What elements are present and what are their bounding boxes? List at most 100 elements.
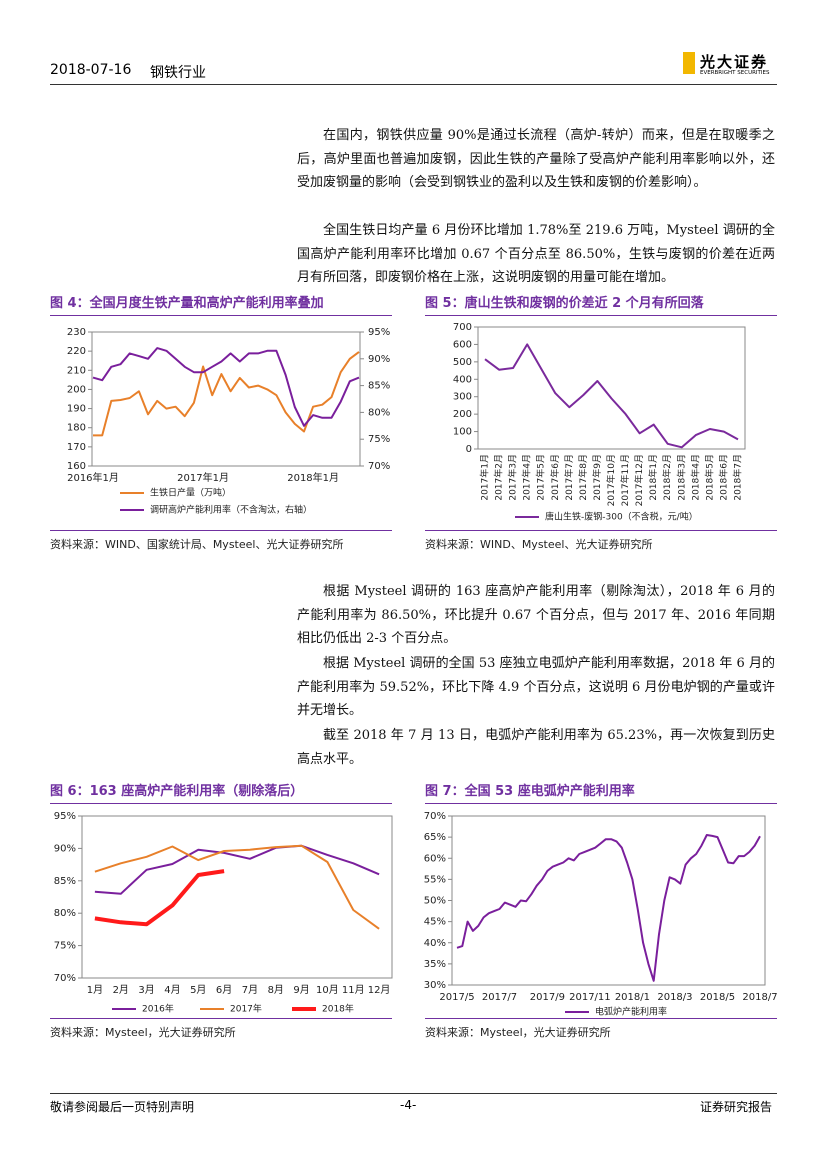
- y-tick-label: 85%: [54, 876, 76, 887]
- x-tick-label: 2018年4月: [689, 454, 701, 501]
- y2-tick-label: 90%: [368, 354, 390, 365]
- x-tick-label: 2018年3月: [675, 454, 687, 501]
- x-tick-label: 2017年4月: [521, 454, 533, 501]
- y-tick-label: 90%: [54, 843, 76, 854]
- x-tick-label: 9月: [293, 984, 309, 996]
- y2-tick-label: 70%: [368, 461, 390, 472]
- figure-title: 图 7：全国 53 座电弧炉产能利用率: [425, 780, 777, 804]
- x-tick-label: 2017年1月: [177, 471, 229, 484]
- x-tick-label: 12月: [368, 984, 391, 996]
- x-tick-label: 2017年10月: [605, 454, 617, 506]
- paragraph: 截至 2018 年 7 月 13 日，电弧炉产能利用率为 65.23%，再一次恢…: [297, 728, 775, 767]
- x-tick-label: 2017/9: [530, 992, 565, 1003]
- series-line: [456, 834, 761, 982]
- x-tick-label: 2017年12月: [633, 454, 645, 506]
- series-line: [92, 347, 360, 427]
- figure-source: 资料来源：WIND、国家统计局、Mysteel、光大证券研究所: [50, 530, 392, 552]
- y-tick-label: 200: [453, 409, 472, 420]
- paragraph: 根据 Mysteel 调研的 163 座高炉产能利用率（剔除淘汰），2018 年…: [297, 584, 775, 646]
- x-tick-label: 2017年2月: [493, 454, 505, 501]
- y-tick-label: 400: [453, 374, 472, 385]
- legend-label: 2018年: [322, 1003, 354, 1015]
- y-tick-label: 220: [67, 346, 86, 357]
- logo-mark: [683, 52, 695, 74]
- series-line: [94, 844, 380, 930]
- y-tick-label: 60%: [424, 853, 446, 864]
- x-tick-label: 2017年7月: [563, 454, 575, 501]
- x-tick-label: 2018/5: [700, 992, 735, 1003]
- logo-en: EVERBRIGHT SECURITIES: [700, 70, 770, 76]
- legend-label: 调研高炉产能利用率（不含淘汰，右轴）: [150, 504, 312, 516]
- y-tick-label: 70%: [424, 811, 446, 822]
- y-tick-label: 600: [453, 339, 472, 350]
- series-line: [94, 869, 225, 927]
- y-tick-label: 45%: [424, 917, 446, 928]
- x-tick-label: 2016年1月: [67, 471, 119, 484]
- paragraph: 全国生铁日均产量 6 月份环比增加 1.78%至 219.6 万吨，Mystee…: [297, 223, 775, 285]
- x-tick-label: 8月: [268, 984, 284, 996]
- x-tick-label: 2018年1月: [287, 471, 339, 484]
- legend-label: 2016年: [142, 1003, 174, 1015]
- legend-label: 唐山生铁-废钢-300（不含税，元/吨）: [545, 511, 698, 523]
- x-tick-label: 7月: [242, 984, 258, 996]
- x-tick-label: 2017年6月: [549, 454, 561, 501]
- y-tick-label: 50%: [424, 896, 446, 907]
- x-tick-label: 2018年2月: [661, 454, 673, 501]
- logo-text: 光大证券: [700, 53, 769, 71]
- y-tick-label: 100: [453, 427, 472, 438]
- figure-source: 资料来源：WIND、Mysteel、光大证券研究所: [425, 530, 777, 552]
- x-tick-label: 11月: [342, 984, 365, 996]
- paragraph: 根据 Mysteel 调研的全国 53 座独立电弧炉产能利用率数据，2018 年…: [297, 656, 775, 718]
- y-tick-label: 30%: [424, 980, 446, 991]
- y-tick-label: 500: [453, 357, 472, 368]
- figure-title: 图 4：全国月度生铁产量和高炉产能利用率叠加: [50, 292, 392, 316]
- x-tick-label: 2017年3月: [507, 454, 519, 501]
- y-tick-label: 75%: [54, 941, 76, 952]
- x-tick-label: 2018/3: [657, 992, 692, 1003]
- x-tick-label: 2月: [113, 984, 129, 996]
- x-tick-label: 1月: [87, 984, 103, 996]
- footer-right: 证券研究报告: [700, 1100, 773, 1114]
- x-tick-label: 2017年5月: [535, 454, 547, 501]
- plot-frame: [81, 815, 393, 979]
- y2-tick-label: 85%: [368, 381, 390, 392]
- y-tick-label: 160: [67, 461, 86, 472]
- y-tick-label: 35%: [424, 959, 446, 970]
- y2-tick-label: 95%: [368, 327, 390, 338]
- y-tick-label: 300: [453, 392, 472, 403]
- y-tick-label: 0: [466, 444, 472, 455]
- y-tick-label: 55%: [424, 874, 446, 885]
- x-tick-label: 2018/7: [742, 992, 777, 1003]
- footer-left: 敬请参阅最后一页特别声明: [50, 1100, 195, 1114]
- x-tick-label: 2018年7月: [731, 454, 743, 501]
- plot-frame: [451, 815, 766, 986]
- figure-source: 资料来源：Mysteel，光大证券研究所: [50, 1018, 392, 1040]
- y-tick-label: 210: [67, 365, 86, 376]
- plot-frame: [91, 331, 361, 467]
- x-tick-label: 6月: [216, 984, 232, 996]
- y-tick-label: 700: [453, 322, 472, 333]
- y-tick-label: 170: [67, 442, 86, 453]
- x-tick-label: 5月: [190, 984, 206, 996]
- y-tick-label: 95%: [54, 811, 76, 822]
- y-tick-label: 65%: [424, 832, 446, 843]
- y-tick-label: 200: [67, 384, 86, 395]
- y-tick-label: 180: [67, 423, 86, 434]
- x-tick-label: 2017年8月: [577, 454, 589, 501]
- x-tick-label: 2018年1月: [647, 454, 659, 501]
- x-tick-label: 4月: [164, 984, 180, 996]
- header-rule: [50, 84, 777, 85]
- y2-tick-label: 75%: [368, 434, 390, 445]
- y-tick-label: 40%: [424, 938, 446, 949]
- footer-rule: [50, 1093, 777, 1094]
- x-tick-label: 2017/11: [569, 992, 611, 1003]
- footer-page: -4-: [400, 1098, 417, 1112]
- legend-label: 2017年: [230, 1003, 262, 1015]
- series-line: [94, 844, 380, 895]
- series-line: [484, 343, 739, 449]
- header-date: 2018-07-16: [50, 62, 132, 78]
- series-line: [93, 351, 360, 437]
- legend-label: 生铁日产量（万吨）: [150, 487, 231, 499]
